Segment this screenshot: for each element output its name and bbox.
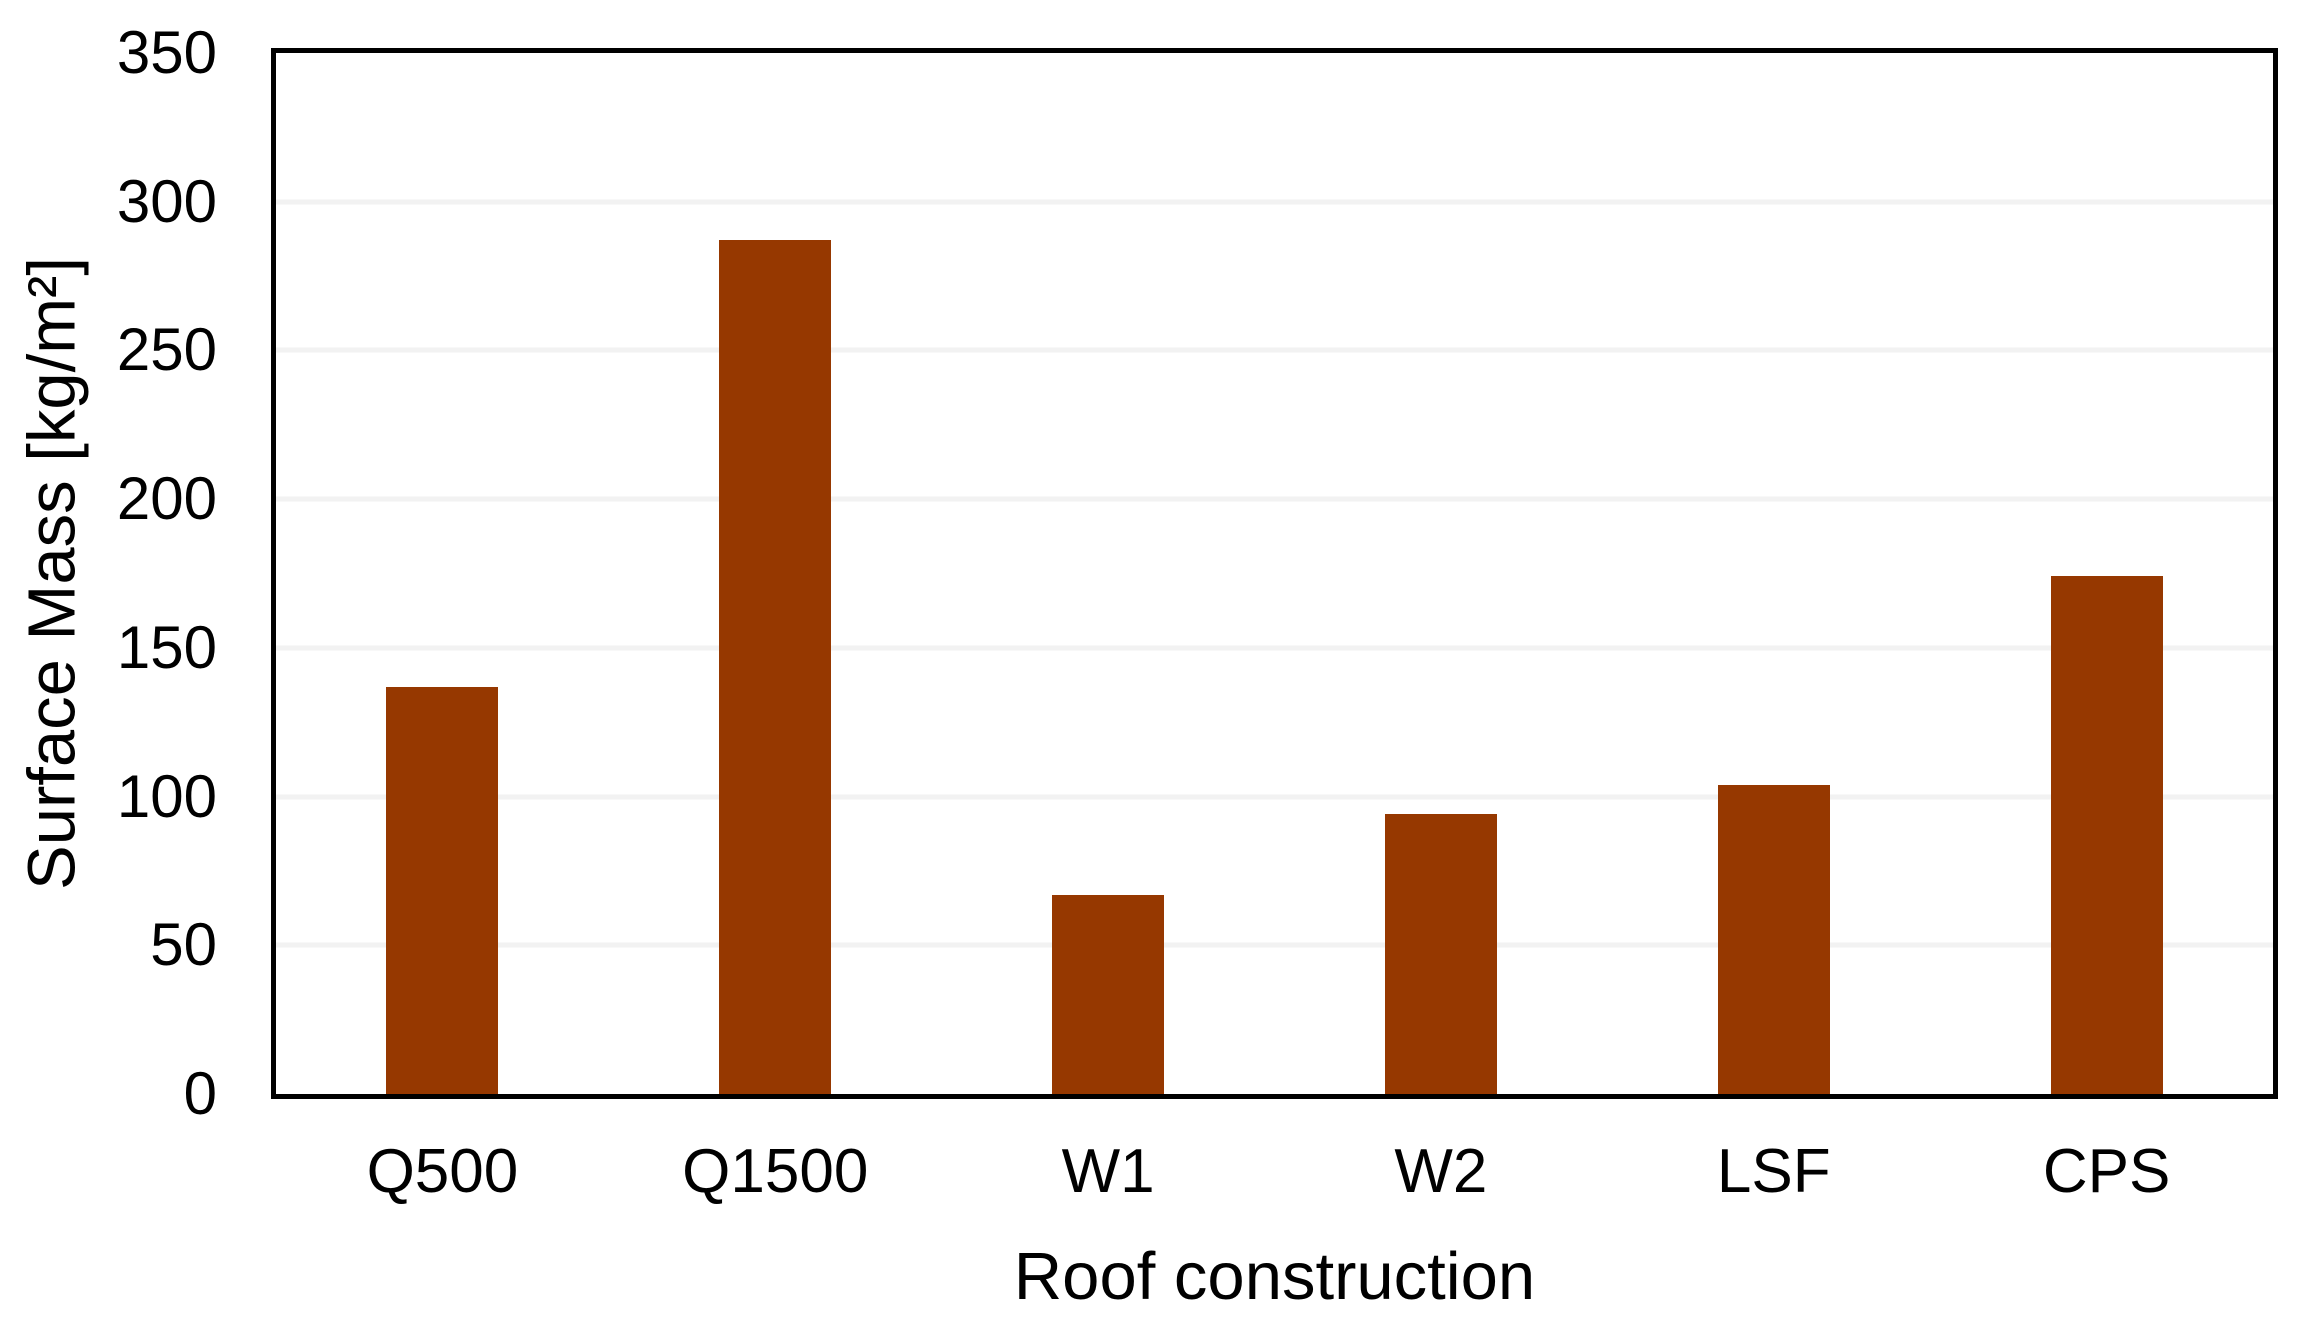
x-category-label-q1500: Q1500 [682, 1137, 869, 1206]
bar-q1500 [719, 240, 832, 1094]
y-tick-label-150: 150 [116, 613, 217, 681]
gridline-150 [276, 645, 2273, 651]
y-tick-label-350: 350 [116, 19, 217, 86]
gridline-50 [276, 942, 2273, 948]
y-tick-label-50: 50 [150, 911, 217, 979]
bar-lsf [1717, 784, 1830, 1094]
y-tick-label-100: 100 [116, 762, 217, 830]
x-category-label-w2: W2 [1394, 1137, 1488, 1206]
y-tick-label-0: 0 [183, 1060, 217, 1127]
bar-q500 [386, 686, 499, 1094]
gridline-300 [276, 199, 2273, 205]
gridline-200 [276, 496, 2273, 502]
x-category-label-cps: CPS [2042, 1137, 2171, 1206]
gridline-250 [276, 347, 2273, 353]
bar-w1 [1052, 894, 1165, 1094]
bar-w2 [1384, 814, 1497, 1094]
plot-area [271, 48, 2278, 1099]
y-tick-label-200: 200 [116, 465, 217, 533]
y-axis-tick-labels: 0 50 100 150 200 250 300 350 [0, 23, 217, 1124]
x-category-label-w1: W1 [1061, 1137, 1155, 1206]
bar-cps [2050, 576, 2163, 1094]
y-tick-label-300: 300 [116, 167, 217, 235]
gridline-100 [276, 794, 2273, 800]
x-category-label-q500: Q500 [366, 1137, 519, 1206]
x-category-label-lsf: LSF [1716, 1137, 1831, 1206]
x-axis-title: Roof construction [1013, 1239, 1536, 1314]
y-tick-label-250: 250 [116, 316, 217, 384]
x-axis-category-labels: Q500 Q1500 W1 W2 LSF CPS [276, 1137, 2273, 1206]
